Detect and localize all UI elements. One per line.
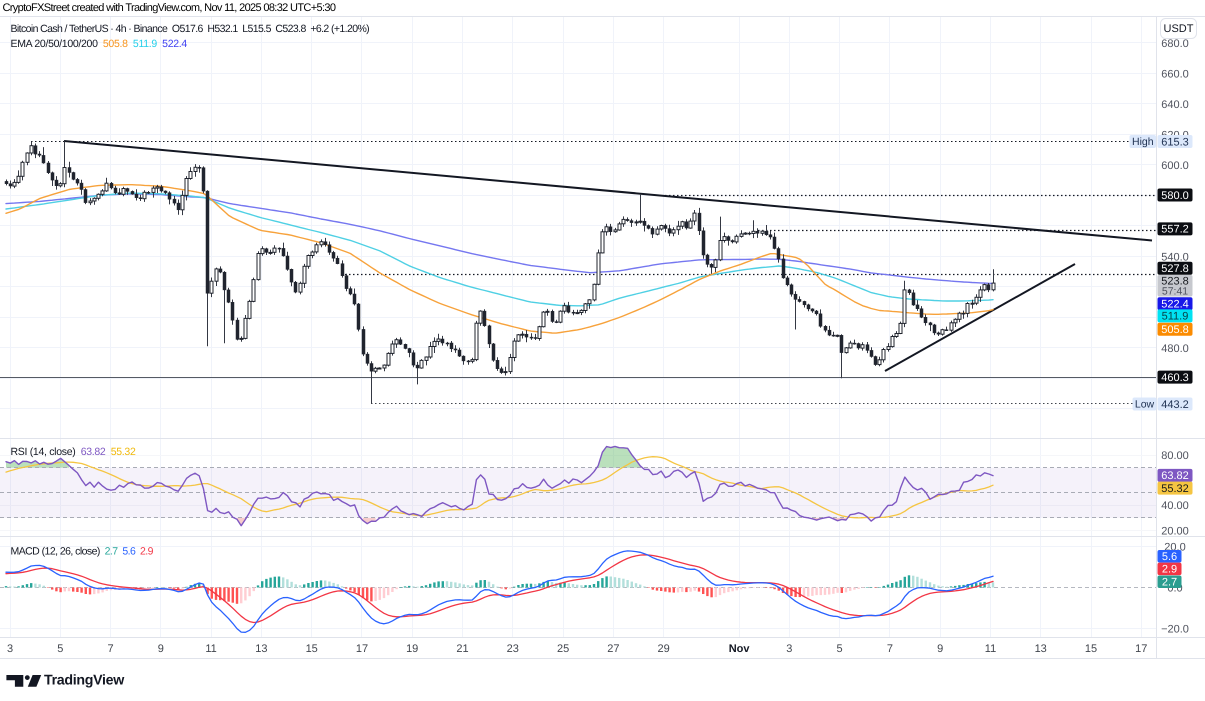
svg-text:23: 23 bbox=[507, 643, 519, 655]
svg-text:USDT: USDT bbox=[1164, 23, 1194, 35]
svg-text:2.9: 2.9 bbox=[1162, 564, 1177, 576]
svg-text:540.0: 540.0 bbox=[1161, 251, 1189, 263]
svg-text:RSI (14, close) 63.82 55.32: RSI (14, close) 63.82 55.32 bbox=[11, 446, 136, 458]
svg-text:20.00: 20.00 bbox=[1161, 525, 1189, 537]
svg-text:580.0: 580.0 bbox=[1161, 190, 1189, 202]
svg-text:57:41: 57:41 bbox=[1162, 285, 1188, 297]
svg-text:13: 13 bbox=[255, 643, 267, 655]
svg-text:19: 19 bbox=[406, 643, 418, 655]
svg-text:EMA 20/50/100/200 505.8 511.: EMA 20/50/100/200 505.8 511.9 522.4 bbox=[11, 38, 188, 50]
svg-text:17: 17 bbox=[1135, 643, 1147, 655]
svg-text:15: 15 bbox=[1085, 643, 1097, 655]
svg-text:460.3: 460.3 bbox=[1161, 372, 1189, 384]
svg-text:3: 3 bbox=[786, 643, 792, 655]
svg-text:CryptoFXStreet created with Tr: CryptoFXStreet created with TradingView.… bbox=[3, 2, 336, 14]
svg-text:480.0: 480.0 bbox=[1161, 343, 1189, 355]
svg-text:9: 9 bbox=[937, 643, 943, 655]
svg-text:7: 7 bbox=[108, 643, 114, 655]
svg-text:640.0: 640.0 bbox=[1161, 99, 1189, 111]
svg-text:7: 7 bbox=[887, 643, 893, 655]
svg-text:615.3: 615.3 bbox=[1161, 136, 1189, 148]
svg-text:17: 17 bbox=[356, 643, 368, 655]
svg-text:505.8: 505.8 bbox=[1161, 324, 1189, 336]
svg-text:80.00: 80.00 bbox=[1161, 450, 1189, 462]
svg-text:40.00: 40.00 bbox=[1161, 500, 1189, 512]
svg-text:29: 29 bbox=[657, 643, 669, 655]
svg-text:Low: Low bbox=[1135, 398, 1155, 410]
svg-text:MACD (12, 26, close) 2.7 5.6: MACD (12, 26, close) 2.7 5.6 2.9 bbox=[11, 546, 154, 558]
svg-text:557.2: 557.2 bbox=[1161, 224, 1189, 236]
svg-text:5: 5 bbox=[57, 643, 63, 655]
svg-text:9: 9 bbox=[158, 643, 164, 655]
svg-text:Bitcoin Cash / TetherUS · 4h ·: Bitcoin Cash / TetherUS · 4h · Binance O… bbox=[11, 23, 370, 35]
svg-text:21: 21 bbox=[456, 643, 468, 655]
svg-text:600.0: 600.0 bbox=[1161, 160, 1189, 172]
svg-text:11: 11 bbox=[205, 643, 216, 655]
svg-text:527.8: 527.8 bbox=[1161, 263, 1189, 275]
svg-text:522.4: 522.4 bbox=[1161, 299, 1189, 311]
svg-text:523.8: 523.8 bbox=[1161, 276, 1189, 288]
svg-text:11: 11 bbox=[985, 643, 996, 655]
svg-text:660.0: 660.0 bbox=[1161, 68, 1189, 80]
svg-text:13: 13 bbox=[1035, 643, 1047, 655]
svg-text:High: High bbox=[1132, 136, 1154, 148]
svg-text:511.9: 511.9 bbox=[1162, 311, 1189, 323]
svg-text:15: 15 bbox=[306, 643, 318, 655]
svg-text:TradingView: TradingView bbox=[44, 673, 125, 689]
svg-text:55.32: 55.32 bbox=[1161, 483, 1189, 495]
svg-text:25: 25 bbox=[557, 643, 569, 655]
svg-text:680.0: 680.0 bbox=[1161, 38, 1189, 50]
svg-text:443.2: 443.2 bbox=[1161, 399, 1189, 411]
svg-text:2.7: 2.7 bbox=[1162, 577, 1177, 589]
svg-text:5.6: 5.6 bbox=[1162, 551, 1177, 563]
svg-text:3: 3 bbox=[7, 643, 13, 655]
svg-text:63.82: 63.82 bbox=[1161, 470, 1189, 482]
svg-text:−20.0: −20.0 bbox=[1161, 623, 1189, 635]
svg-text:5: 5 bbox=[837, 643, 843, 655]
svg-text:27: 27 bbox=[607, 643, 619, 655]
svg-text:Nov: Nov bbox=[729, 643, 751, 655]
